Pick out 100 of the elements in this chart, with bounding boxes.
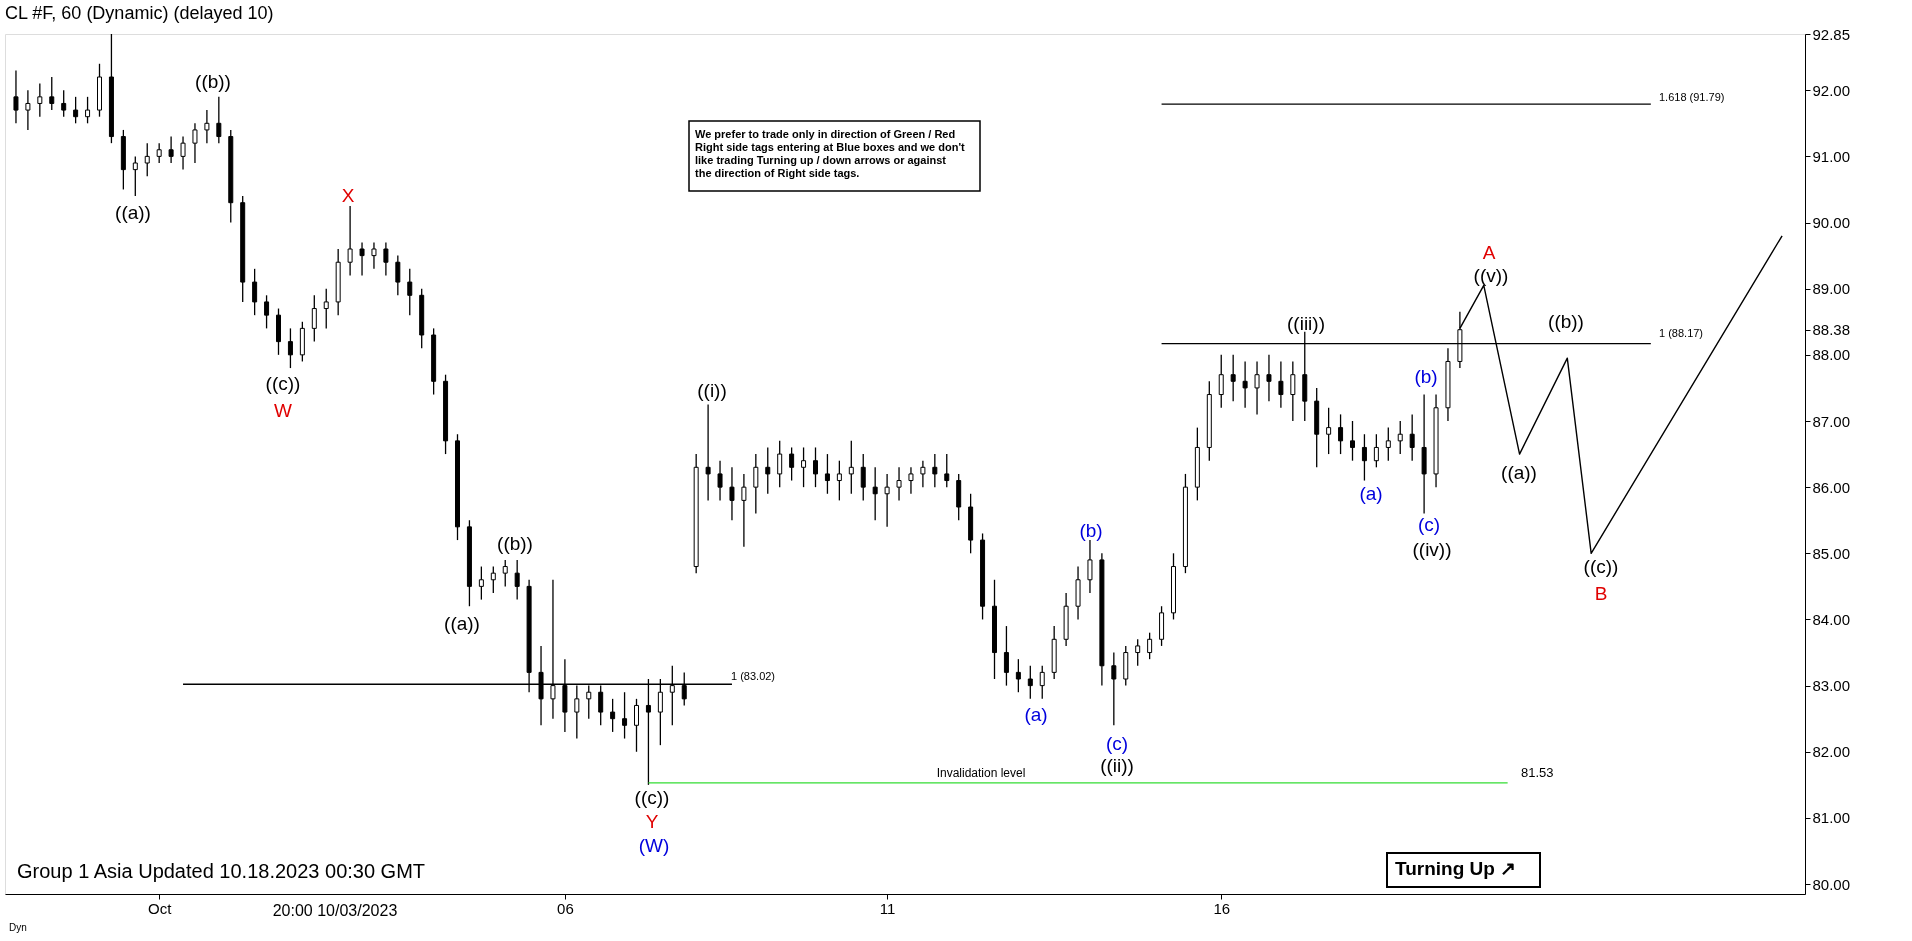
candlestick bbox=[395, 254, 401, 296]
annotation: ((c)) bbox=[1583, 556, 1619, 577]
y-tick-label: 82.00 bbox=[1812, 743, 1851, 761]
y-tick-label: 92.00 bbox=[1812, 81, 1851, 99]
candlestick bbox=[216, 96, 222, 144]
candlestick bbox=[896, 466, 902, 502]
candlestick bbox=[1266, 354, 1272, 402]
candlestick bbox=[920, 460, 926, 488]
candlestick bbox=[944, 453, 950, 488]
candlestick bbox=[1373, 433, 1379, 468]
candlestick bbox=[1218, 354, 1224, 409]
candlestick bbox=[1385, 426, 1391, 462]
candlestick bbox=[622, 691, 628, 740]
annotation: (b) bbox=[1079, 520, 1103, 541]
candlestick bbox=[634, 698, 639, 753]
annotation: ((c)) bbox=[634, 787, 670, 808]
candlestick bbox=[813, 446, 818, 488]
y-tick-label: 83.00 bbox=[1812, 677, 1851, 695]
annotation: (a) bbox=[1359, 483, 1383, 504]
candlestick bbox=[1039, 665, 1045, 700]
candlestick bbox=[383, 241, 389, 277]
candlestick bbox=[836, 460, 842, 502]
y-tick-label: 88.38 bbox=[1812, 321, 1851, 339]
candlestick bbox=[1111, 651, 1117, 726]
y-tick-label: 89.00 bbox=[1812, 280, 1851, 298]
candlestick bbox=[753, 453, 759, 515]
candlestick bbox=[1242, 360, 1248, 409]
candlestick bbox=[705, 403, 711, 502]
candlestick bbox=[729, 466, 735, 521]
candlestick bbox=[323, 288, 329, 330]
candlestick bbox=[884, 473, 890, 528]
candlestick bbox=[490, 565, 496, 594]
y-tick-label: 80.00 bbox=[1812, 875, 1851, 893]
candlestick bbox=[502, 559, 508, 588]
candlestick bbox=[132, 155, 138, 197]
candlestick bbox=[359, 241, 365, 277]
candlestick bbox=[407, 268, 413, 316]
annotation: X bbox=[341, 185, 355, 206]
y-tick-label: 86.00 bbox=[1812, 478, 1851, 496]
y-tick-label: 85.00 bbox=[1812, 544, 1851, 562]
annotation: ((iii)) bbox=[1287, 313, 1325, 334]
text: Dyn bbox=[9, 922, 27, 933]
annotation: B bbox=[1594, 583, 1608, 604]
candlestick bbox=[1027, 665, 1033, 700]
candlestick bbox=[824, 453, 830, 495]
candlestick bbox=[1254, 360, 1260, 416]
annotation: ((iv)) bbox=[1412, 539, 1452, 560]
candlestick bbox=[514, 559, 520, 601]
candlestick bbox=[13, 69, 19, 124]
candlestick bbox=[73, 96, 79, 124]
candlestick bbox=[1087, 539, 1093, 594]
annotation: We prefer to trade only in direction of Green / Red Right side tags entering at Blue boxes and we don't like trading Turning up / down arrows or against the direction of Right side tags. bbox=[695, 128, 966, 179]
candlestick bbox=[908, 466, 914, 495]
annotation: ((b)) bbox=[497, 533, 533, 554]
candlestick bbox=[872, 466, 878, 521]
annotation: Y bbox=[645, 811, 659, 832]
candlestick bbox=[848, 440, 854, 495]
y-tick-label: 88.00 bbox=[1812, 346, 1851, 364]
candlestick bbox=[1135, 638, 1141, 667]
candlestick bbox=[1278, 360, 1284, 409]
text: 20:00 10/03/2023 bbox=[272, 902, 398, 919]
candlestick bbox=[61, 89, 67, 118]
candlestick bbox=[1003, 625, 1009, 687]
candlestick bbox=[932, 453, 938, 488]
candlestick bbox=[156, 142, 162, 164]
annotation: ((b)) bbox=[195, 71, 231, 92]
candlestick bbox=[252, 268, 258, 316]
annotation: W bbox=[274, 400, 293, 421]
y-tick-label: 87.00 bbox=[1812, 412, 1851, 430]
annotation: 81.53 bbox=[1521, 765, 1554, 780]
candlestick bbox=[85, 96, 91, 124]
x-tick-label: 16 bbox=[1213, 899, 1231, 917]
candlestick bbox=[1015, 658, 1021, 693]
candlestick bbox=[264, 294, 270, 330]
annotation: ((i)) bbox=[697, 380, 727, 401]
candlestick bbox=[311, 294, 317, 343]
candlestick bbox=[192, 122, 198, 164]
candlestick bbox=[741, 473, 747, 548]
candlestick bbox=[717, 460, 723, 502]
y-tick-label: 81.00 bbox=[1812, 809, 1851, 827]
candlestick bbox=[1290, 360, 1296, 422]
chart-title: CL #F, 60 (Dynamic) (delayed 10) bbox=[5, 3, 274, 23]
annotation: ((a)) bbox=[1501, 462, 1537, 483]
candlestick bbox=[180, 135, 186, 171]
candlestick bbox=[765, 446, 771, 495]
annotation: (W) bbox=[638, 835, 670, 856]
annotation: (c) bbox=[1417, 514, 1441, 535]
candlestick bbox=[1230, 354, 1236, 402]
annotation: ((c)) bbox=[265, 373, 301, 394]
candlestick bbox=[1361, 433, 1367, 482]
candlestick bbox=[610, 698, 616, 733]
candlestick bbox=[287, 327, 293, 369]
x-tick-label: 06 bbox=[557, 899, 574, 917]
x-tick-label: 11 bbox=[879, 899, 896, 917]
candlestick bbox=[49, 76, 55, 111]
annotation: ((a)) bbox=[115, 202, 151, 223]
candlestick bbox=[777, 440, 783, 488]
candlestick bbox=[168, 135, 174, 164]
annotation: Invalidation level bbox=[936, 766, 1026, 780]
candlestick bbox=[1147, 632, 1153, 660]
